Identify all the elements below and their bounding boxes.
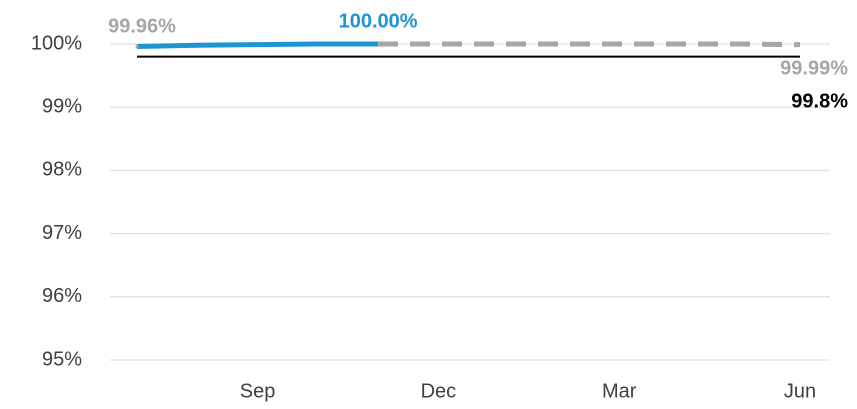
data-label: 100.00% <box>339 10 418 32</box>
y-tick-label: 99% <box>42 95 82 117</box>
x-tick-label: Mar <box>602 380 637 402</box>
data-label: 99.99% <box>780 57 848 79</box>
data-label: 99.96% <box>108 15 176 37</box>
y-tick-label: 96% <box>42 285 82 307</box>
series-line <box>378 41 801 48</box>
y-tick-label: 97% <box>42 222 82 244</box>
y-tick-label: 100% <box>31 32 82 54</box>
y-tick-label: 95% <box>42 348 82 370</box>
x-tick-label: Dec <box>421 380 457 402</box>
y-tick-label: 98% <box>42 159 82 181</box>
data-label: 99.8% <box>791 90 848 112</box>
point <box>135 45 139 49</box>
series-line <box>136 41 379 50</box>
x-tick-label: Sep <box>240 380 276 402</box>
x-tick-label: Jun <box>784 380 816 402</box>
